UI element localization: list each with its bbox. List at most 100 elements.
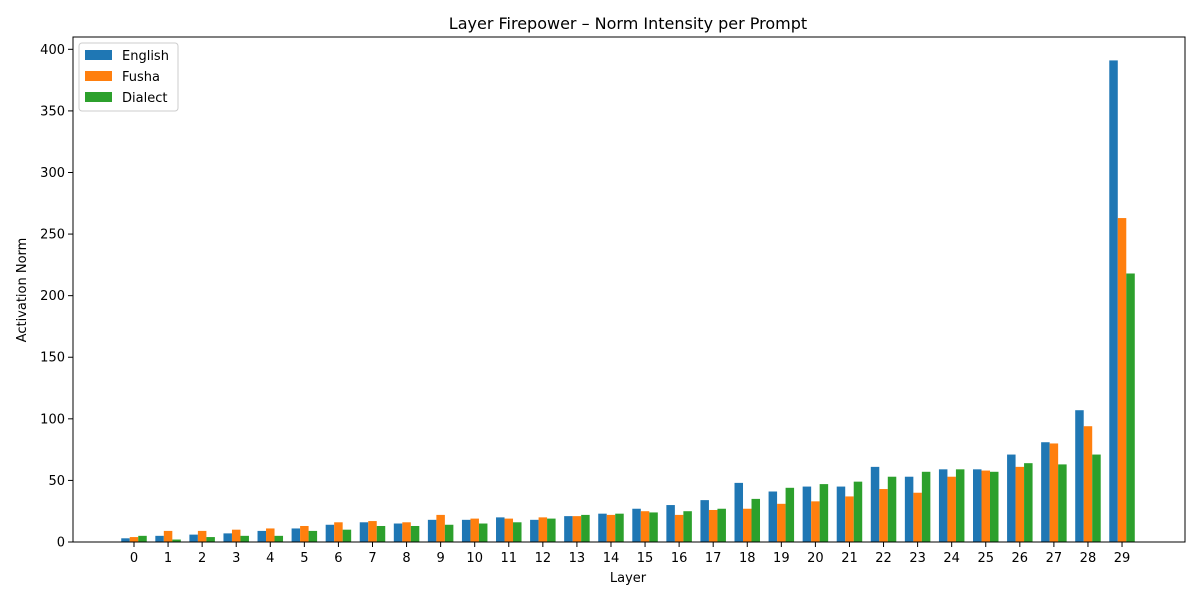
bar-fusha-layer-18	[743, 508, 752, 542]
x-tick-label: 7	[368, 551, 376, 566]
legend-label-dialect: Dialect	[122, 91, 167, 106]
y-tick-label: 350	[40, 104, 65, 119]
bar-fusha-layer-24	[947, 476, 956, 542]
bar-english-layer-5	[291, 528, 301, 542]
x-axis: 0 1 2 3 4 5 6 7 8 9 10 11 12 13 14 15 16 17 18 19 20 21 22 23 24…	[130, 542, 1130, 566]
x-tick-label: 12	[535, 551, 552, 566]
bar-english-layer-7	[359, 522, 369, 542]
bar-dialect-layer-10	[478, 523, 488, 542]
bar-fusha-layer-0	[129, 537, 139, 542]
bar-dialect-layer-9	[444, 524, 454, 542]
bar-english-layer-8	[393, 523, 403, 542]
bar-dialect-layer-24	[955, 469, 965, 542]
bar-fusha-layer-15	[640, 511, 650, 542]
bar-dialect-layer-18	[751, 498, 761, 542]
bar-fusha-layer-1	[163, 530, 173, 542]
bar-english-layer-17	[700, 500, 709, 542]
bars-group	[121, 60, 1135, 543]
x-tick-label: 1	[164, 551, 172, 566]
bar-english-layer-26	[1007, 454, 1016, 542]
bar-english-layer-20	[802, 486, 812, 542]
bar-english-layer-12	[530, 519, 539, 542]
x-tick-label: 17	[705, 551, 722, 566]
bar-dialect-layer-14	[615, 513, 624, 542]
bar-dialect-layer-8	[410, 525, 420, 542]
bar-english-layer-11	[496, 517, 505, 542]
legend-label-fusha: Fusha	[122, 70, 160, 85]
bar-dialect-layer-29	[1126, 273, 1135, 542]
y-tick-label: 50	[48, 474, 65, 489]
bar-english-layer-3	[223, 533, 232, 542]
bar-fusha-layer-21	[845, 496, 854, 542]
x-tick-label: 20	[807, 551, 824, 566]
bar-fusha-layer-29	[1117, 218, 1127, 542]
bar-dialect-layer-5	[308, 530, 318, 542]
legend: English Fusha Dialect	[78, 42, 179, 112]
bar-fusha-layer-25	[981, 470, 990, 542]
y-tick-label: 400	[40, 43, 65, 58]
bar-english-layer-2	[189, 534, 198, 542]
x-tick-label: 4	[266, 551, 274, 566]
x-tick-label: 21	[841, 551, 858, 566]
bar-dialect-layer-25	[990, 471, 999, 542]
bar-english-layer-22	[870, 466, 880, 542]
x-tick-label: 10	[466, 551, 483, 566]
legend-swatch-dialect	[85, 92, 112, 102]
bar-fusha-layer-8	[402, 522, 411, 542]
x-tick-label: 6	[334, 551, 342, 566]
bar-dialect-layer-17	[717, 508, 726, 542]
bar-english-layer-6	[325, 524, 335, 542]
bar-dialect-layer-12	[547, 518, 556, 542]
y-tick-label: 300	[40, 166, 65, 181]
x-tick-label: 8	[402, 551, 410, 566]
x-tick-label: 29	[1114, 551, 1131, 566]
x-tick-label: 22	[875, 551, 892, 566]
y-axis-label: Activation Norm	[15, 238, 30, 343]
bar-fusha-layer-2	[197, 530, 207, 542]
x-tick-label: 5	[300, 551, 308, 566]
y-tick-label: 100	[40, 412, 65, 427]
x-tick-label: 16	[671, 551, 688, 566]
y-tick-label: 150	[40, 351, 65, 366]
bar-dialect-layer-23	[921, 471, 931, 542]
bar-fusha-layer-17	[708, 509, 718, 542]
x-tick-label: 27	[1046, 551, 1063, 566]
bar-fusha-layer-11	[504, 518, 514, 542]
y-tick-label: 200	[40, 289, 65, 304]
legend-swatch-fusha	[85, 71, 112, 81]
x-tick-label: 0	[130, 551, 138, 566]
bar-fusha-layer-13	[572, 516, 582, 542]
bar-english-layer-16	[666, 505, 675, 542]
x-tick-label: 19	[773, 551, 790, 566]
x-tick-label: 26	[1012, 551, 1029, 566]
y-tick-label: 250	[40, 228, 65, 243]
legend-swatch-english	[85, 50, 112, 60]
bar-english-layer-18	[734, 482, 744, 542]
x-tick-label: 24	[943, 551, 960, 566]
x-tick-label: 15	[637, 551, 654, 566]
bar-fusha-layer-10	[470, 518, 479, 542]
bar-dialect-layer-3	[240, 535, 249, 542]
bar-dialect-layer-7	[376, 525, 386, 542]
x-tick-label: 23	[909, 551, 926, 566]
bar-dialect-layer-13	[581, 514, 590, 542]
bar-english-layer-9	[427, 519, 437, 542]
bar-dialect-layer-22	[887, 476, 897, 542]
y-tick-label: 0	[57, 536, 65, 551]
bar-fusha-layer-3	[231, 529, 241, 542]
bar-dialect-layer-19	[785, 487, 795, 542]
x-tick-label: 2	[198, 551, 206, 566]
bar-dialect-layer-26	[1024, 463, 1033, 542]
x-tick-label: 25	[977, 551, 994, 566]
bar-dialect-layer-6	[342, 529, 352, 542]
bar-fusha-layer-26	[1015, 466, 1025, 542]
bar-fusha-layer-4	[266, 528, 275, 542]
bar-dialect-layer-0	[138, 535, 147, 542]
x-tick-label: 13	[569, 551, 586, 566]
bar-dialect-layer-1	[172, 539, 181, 542]
bar-fusha-layer-7	[368, 521, 377, 542]
x-tick-label: 28	[1080, 551, 1097, 566]
bar-english-layer-27	[1041, 442, 1050, 542]
bar-fusha-layer-6	[334, 522, 343, 542]
bar-fusha-layer-5	[300, 525, 309, 542]
